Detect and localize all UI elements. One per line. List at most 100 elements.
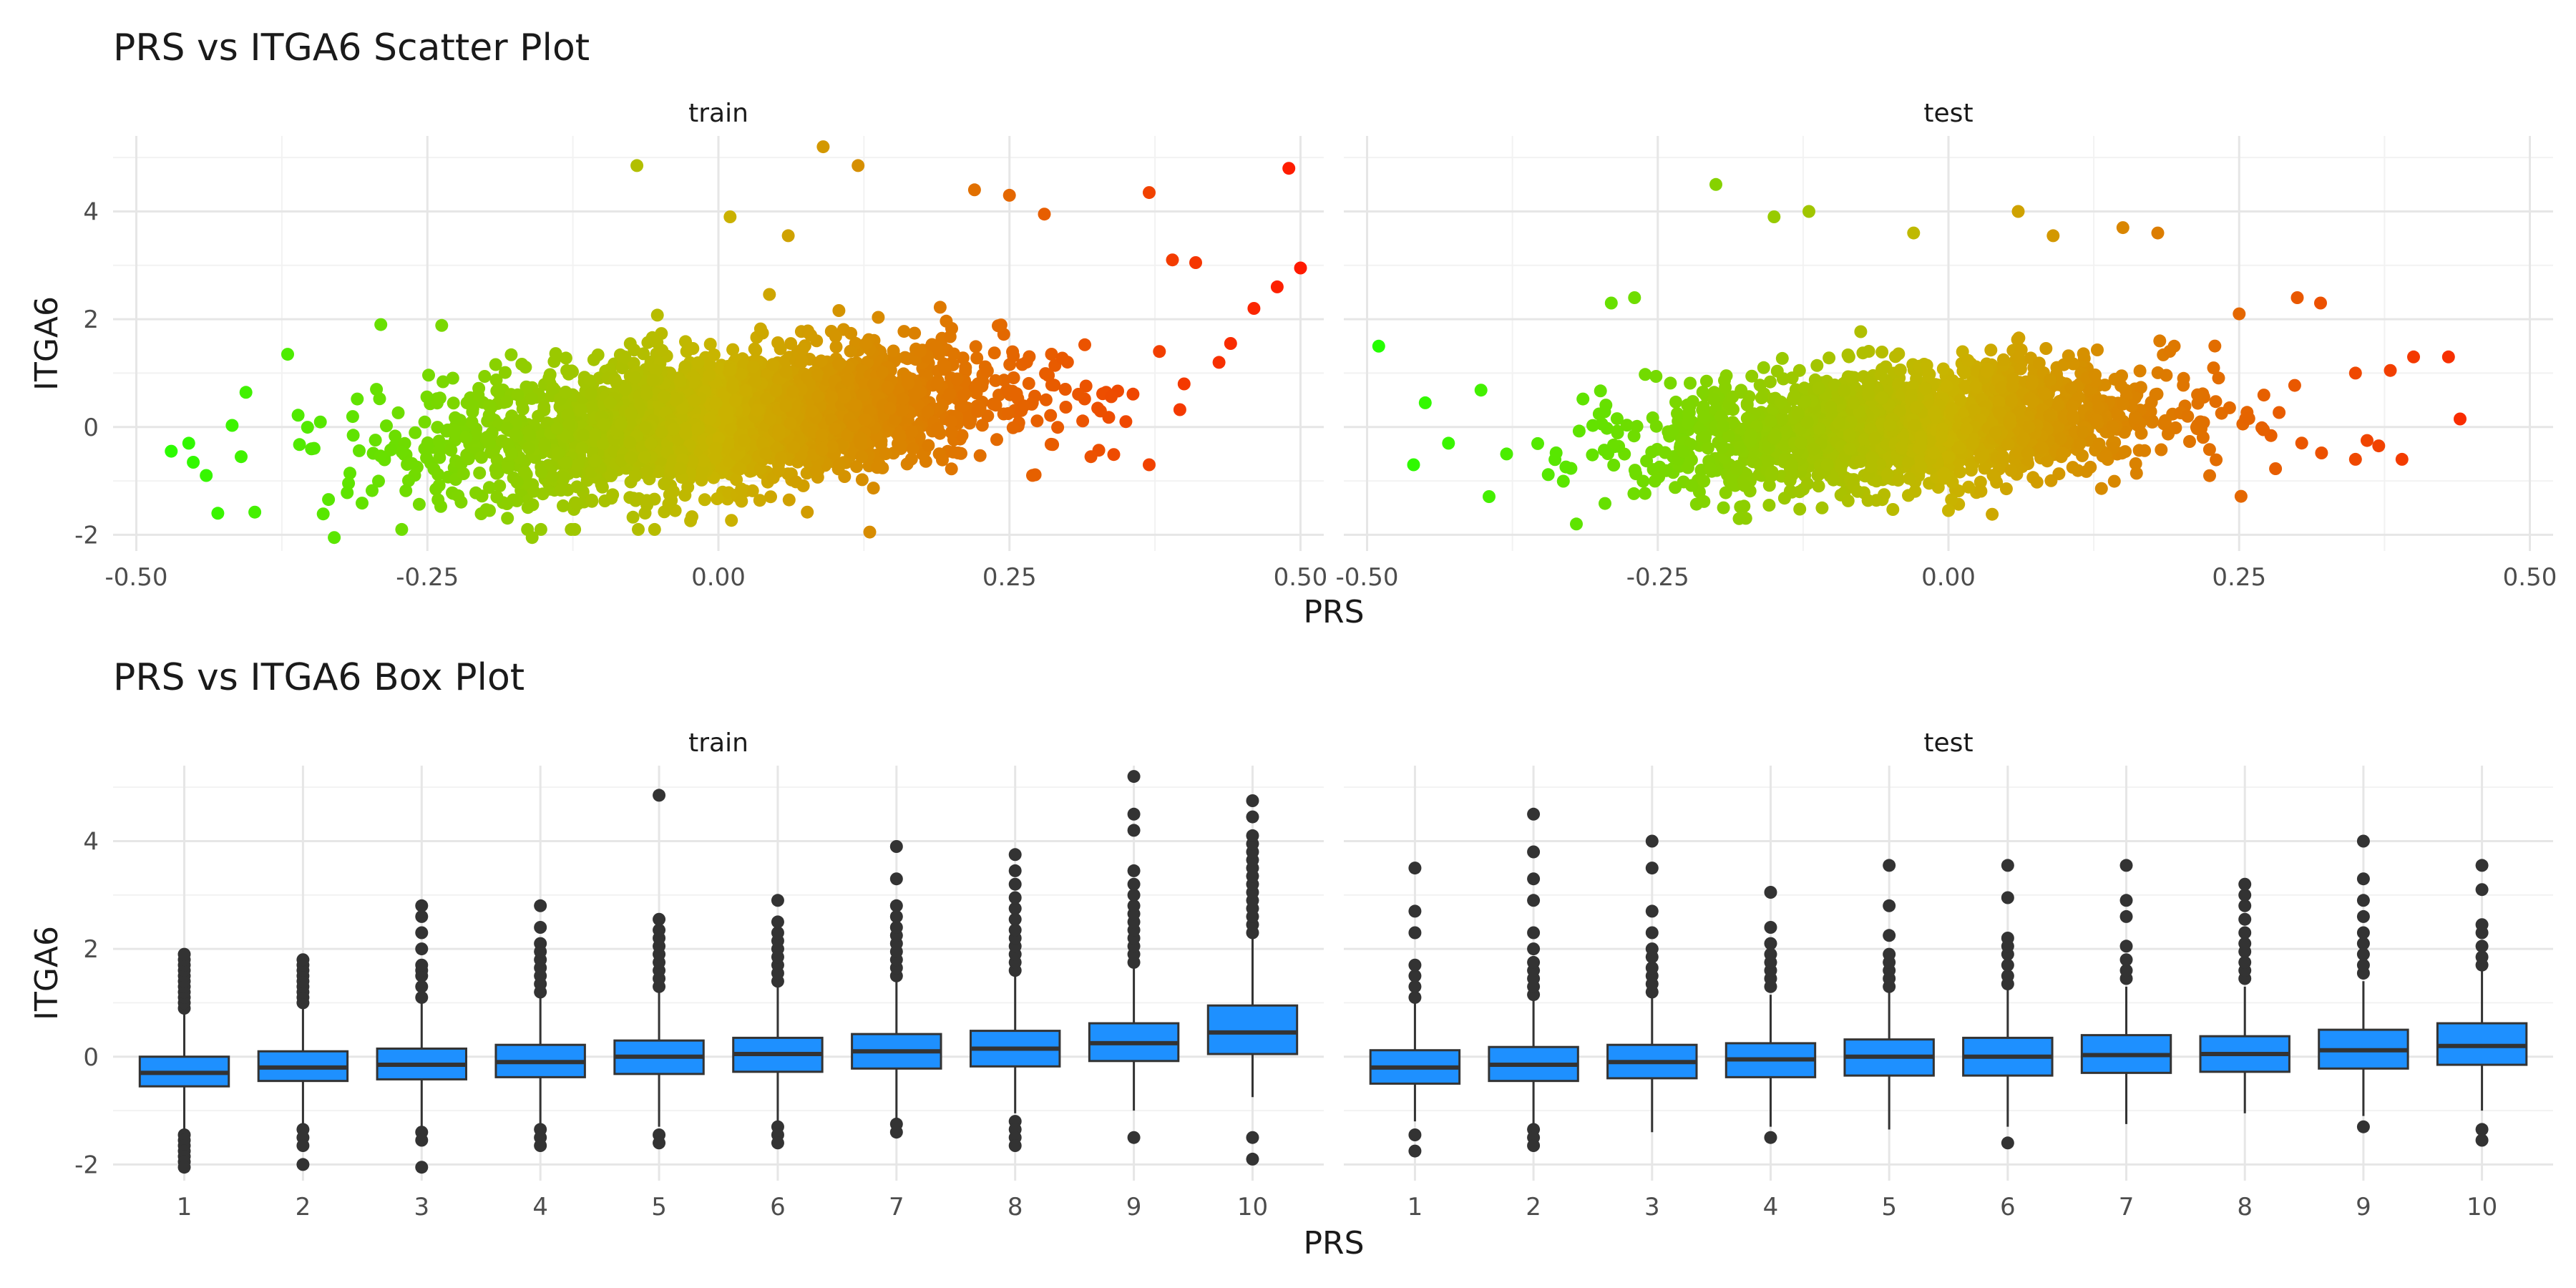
y-tick-label: 4 — [83, 197, 99, 226]
scatter-point — [667, 422, 680, 436]
scatter-point — [863, 525, 877, 539]
scatter-point — [867, 377, 880, 391]
scatter-point — [1922, 368, 1936, 381]
scatter-point — [1856, 346, 1870, 360]
scatter-point — [1960, 422, 1974, 436]
scatter-point — [511, 388, 525, 401]
scatter-point — [1697, 410, 1710, 424]
outlier-point — [296, 953, 310, 967]
scatter-point — [637, 347, 650, 361]
box-train-boxes — [138, 770, 1299, 1174]
scatter-point — [369, 434, 382, 447]
scatter-point — [291, 409, 305, 422]
scatter-point — [956, 399, 970, 413]
scatter-point — [1969, 381, 1983, 394]
scatter-point — [795, 353, 809, 367]
scatter-point — [859, 337, 873, 351]
scatter-point — [784, 416, 797, 430]
x-tick-label: 0.50 — [2503, 563, 2557, 592]
outlier-point — [1008, 864, 1022, 877]
scatter-point — [1718, 374, 1731, 387]
scatter-point — [748, 374, 762, 388]
scatter-point — [459, 431, 472, 444]
scatter-point — [469, 486, 482, 499]
outlier-point — [1408, 990, 1422, 1004]
scatter-point — [1765, 467, 1778, 481]
scatter-point — [432, 434, 446, 448]
scatter-point — [908, 326, 922, 340]
scatter-point — [2290, 291, 2304, 304]
scatter-point — [1474, 384, 1488, 397]
scatter-point — [1007, 371, 1020, 384]
outlier-point — [771, 894, 784, 907]
scatter-point — [904, 452, 918, 466]
scatter-point — [1006, 421, 1020, 434]
scatter-chart: PRS vs ITGA6 Scatter Plot train test -20… — [29, 26, 2557, 630]
outlier-point — [534, 1139, 547, 1152]
scatter-point — [395, 445, 409, 459]
scatter-point — [1886, 503, 1900, 516]
scatter-point — [1996, 353, 2010, 366]
outlier-point — [1883, 899, 1896, 912]
scatter-point — [856, 389, 869, 402]
scatter-point — [1270, 280, 1284, 293]
scatter-point — [1628, 464, 1641, 477]
scatter-point — [562, 419, 575, 431]
scatter-point — [2163, 345, 2177, 358]
scatter-point — [449, 411, 462, 424]
outlier-point — [771, 926, 784, 940]
scatter-point — [1974, 475, 1987, 489]
scatter-point — [543, 368, 557, 381]
outlier-point — [2001, 859, 2014, 872]
scatter-point — [947, 445, 960, 459]
outlier-point — [415, 909, 429, 923]
scatter-point — [2209, 395, 2223, 409]
scatter-point — [1627, 487, 1641, 500]
scatter-point — [1704, 462, 1717, 475]
outlier-point — [2119, 940, 2133, 953]
scatter-point — [1927, 446, 1941, 459]
outlier-point — [1008, 848, 1022, 862]
outlier-point — [1246, 1152, 1259, 1166]
y-tick-label: 2 — [83, 306, 99, 334]
scatter-point — [431, 468, 445, 482]
scatter-point — [811, 369, 825, 382]
scatter-point — [1649, 419, 1663, 433]
scatter-point — [879, 447, 892, 461]
scatter-point — [2004, 464, 2018, 477]
scatter-point — [2099, 449, 2112, 462]
scatter-point — [922, 439, 935, 452]
scatter-point — [1143, 458, 1156, 472]
scatter-point — [841, 428, 854, 441]
scatter-point — [1767, 431, 1781, 445]
scatter-point — [1793, 485, 1806, 499]
scatter-point — [822, 363, 836, 376]
scatter-point — [772, 428, 786, 441]
scatter-point — [779, 353, 793, 367]
scatter-point — [2076, 449, 2089, 462]
scatter-point — [1940, 379, 1953, 393]
scatter-point — [811, 389, 825, 403]
scatter-point — [847, 419, 860, 432]
scatter-point — [431, 421, 444, 434]
scatter-point — [235, 450, 248, 464]
scatter-point — [436, 375, 450, 389]
scatter-point — [555, 484, 567, 497]
scatter-point — [786, 385, 799, 399]
scatter-point — [1777, 438, 1790, 452]
outlier-point — [2356, 909, 2370, 923]
scatter-point — [1059, 401, 1073, 414]
box-train-grid — [113, 766, 1324, 1181]
scatter-point — [684, 514, 698, 527]
scatter-point — [462, 452, 475, 466]
scatter-point — [698, 493, 711, 507]
box-body — [1206, 1004, 1299, 1055]
scatter-point — [610, 376, 623, 389]
scatter-point — [837, 387, 851, 401]
outlier-point — [889, 899, 903, 912]
scatter-point — [906, 442, 919, 456]
scatter-point — [679, 426, 692, 440]
scatter-point — [712, 431, 726, 445]
scatter-point — [670, 392, 683, 406]
scatter-point — [2191, 396, 2205, 410]
